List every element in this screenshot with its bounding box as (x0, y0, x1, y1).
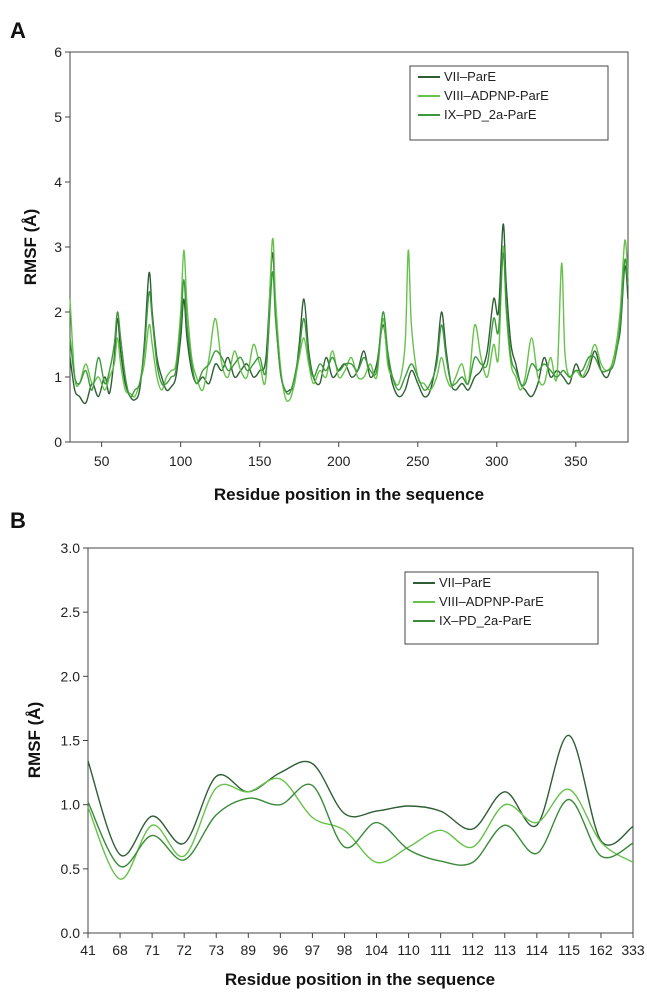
panel-b-x-tick-label: 333 (621, 942, 645, 958)
panel-a-legend-label-1: VII–ParE (444, 69, 496, 84)
panel-b-x-tick-label: 115 (558, 942, 581, 958)
panel-b-y-tick-label: 3.0 (61, 540, 81, 556)
panel-a-y-tick-label: 6 (54, 44, 62, 60)
panel-b-series-line-2 (87, 777, 634, 880)
panel-a-x-tick-label: 50 (94, 453, 110, 469)
panel-b-x-ticks: 41 68 71 72 73 89 96 97 98 104 110 111 112 113 114 115 1… (80, 933, 645, 958)
panel-a-x-axis-title: Residue position in the sequence (214, 485, 484, 504)
panel-a-y-axis-title: RMSF (Å) (21, 209, 40, 285)
panel-b-x-tick-label: 41 (80, 942, 96, 958)
panel-b-legend-label-1: VII–ParE (439, 575, 491, 590)
panel-b-y-tick-label: 2.0 (61, 668, 81, 684)
panel-a-y-tick-label: 5 (54, 109, 62, 125)
panel-a-y-tick-label: 4 (54, 174, 62, 190)
panel-b-x-tick-label: 110 (397, 942, 420, 958)
panel-a-x-tick-label: 300 (485, 453, 509, 469)
panel-b-x-axis-title: Residue position in the sequence (225, 970, 495, 989)
panel-b-letter: B (10, 508, 26, 533)
panel-a-x-tick-label: 100 (169, 453, 193, 469)
panel-a-series (69, 223, 629, 405)
panel-b-x-tick-label: 162 (589, 942, 613, 958)
panel-a-x-tick-label: 350 (564, 453, 588, 469)
panel-b-x-tick-label: 112 (462, 942, 485, 958)
panel-b-y-axis-title: RMSF (Å) (25, 702, 44, 778)
panel-a-y-tick-label: 0 (54, 434, 62, 450)
panel-b-x-tick-label: 72 (176, 942, 192, 958)
panel-a-legend-label-2: VIII–ADPNP-ParE (444, 88, 549, 103)
panel-a-letter: A (10, 18, 26, 43)
panel-a-x-tick-label: 200 (327, 453, 351, 469)
panel-b-y-ticks: 0.0 0.5 1.0 1.5 2.0 2.5 3.0 (61, 540, 88, 941)
panel-a-series-line-1 (69, 223, 629, 405)
panel-b-x-tick-label: 89 (241, 942, 257, 958)
panel-b-series-line-1 (87, 734, 634, 857)
panel-b-x-tick-label: 73 (208, 942, 224, 958)
panel-b-x-tick-label: 97 (305, 942, 321, 958)
panel-a-x-ticks: 50 100 150 200 250 300 350 (94, 442, 588, 469)
panel-a-y-tick-label: 1 (54, 369, 62, 385)
panel-a-x-tick-label: 150 (248, 453, 272, 469)
panel-b-x-tick-label: 114 (526, 942, 549, 958)
panel-b-y-tick-label: 2.5 (61, 604, 81, 620)
panel-a-y-tick-label: 2 (54, 304, 62, 320)
panel-b-y-tick-label: 0.0 (61, 925, 81, 941)
panel-a-legend-label-3: IX–PD_2a-ParE (444, 107, 537, 122)
panel-b-y-tick-label: 1.5 (61, 733, 81, 749)
panel-b-legend-box (404, 571, 599, 645)
panel-a-legend: VII–ParE VIII–ADPNP-ParE IX–PD_2a-ParE (409, 65, 609, 141)
panel-b-legend-label-2: VIII–ADPNP-ParE (439, 594, 544, 609)
panel-a-series-line-2 (69, 237, 629, 402)
panel-b-x-tick-label: 68 (112, 942, 128, 958)
panel-a-x-tick-label: 250 (406, 453, 430, 469)
panel-b-x-tick-label: 104 (365, 942, 389, 958)
panel-b-x-tick-label: 113 (494, 942, 517, 958)
panel-b-x-tick-label: 111 (430, 942, 451, 958)
panel-b-legend-label-3: IX–PD_2a-ParE (439, 613, 532, 628)
panel-b-y-tick-label: 1.0 (61, 797, 81, 813)
panel-a-y-tick-label: 3 (54, 239, 62, 255)
panel-b-series-line-3 (87, 783, 634, 868)
panel-b-series (87, 734, 634, 880)
panel-a-legend-box (409, 65, 609, 141)
panel-b-y-tick-label: 0.5 (61, 861, 81, 877)
panel-b-x-tick-label: 96 (273, 942, 289, 958)
panel-b-legend: VII–ParE VIII–ADPNP-ParE IX–PD_2a-ParE (404, 571, 599, 645)
panel-b: B 0.0 0.5 1.0 1.5 2.0 2.5 3.0 41 68 71 72 73 89 96 97… (10, 508, 645, 989)
panel-b-x-tick-label: 71 (144, 942, 160, 958)
panel-a-y-ticks: 0 1 2 3 4 5 6 (54, 44, 70, 450)
panel-b-x-tick-label: 98 (337, 942, 353, 958)
panel-a-series-line-3 (69, 252, 629, 398)
